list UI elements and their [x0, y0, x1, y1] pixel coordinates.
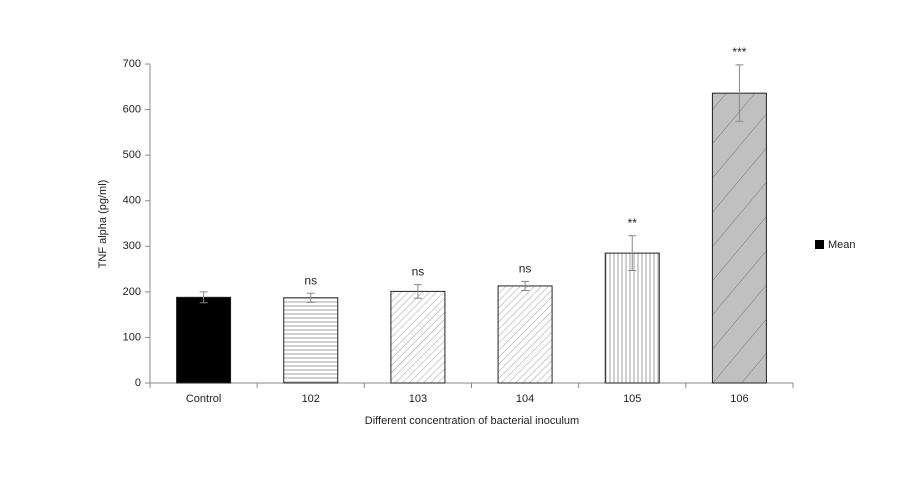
error-bar	[521, 280, 530, 291]
bar	[283, 297, 339, 384]
x-tick-label: Control	[186, 393, 221, 405]
x-tick-label: 103	[409, 393, 427, 405]
legend-label: Mean	[828, 239, 856, 251]
y-tick-label: 400	[123, 195, 141, 207]
x-tick-label: 106	[730, 393, 748, 405]
error-bar	[306, 292, 315, 303]
error-bar	[199, 291, 208, 304]
bar	[390, 290, 446, 384]
y-tick-label: 700	[123, 58, 141, 70]
x-tick-label: 102	[302, 393, 320, 405]
bar	[497, 285, 553, 384]
x-tick-label: 104	[516, 393, 534, 405]
error-bar	[413, 284, 422, 299]
y-tick-label: 100	[123, 331, 141, 343]
significance-label: **	[628, 216, 638, 230]
legend-swatch	[815, 240, 824, 249]
y-axis-label: TNF alpha (pg/ml)	[97, 180, 109, 269]
bar	[604, 252, 660, 384]
error-bar	[628, 235, 637, 271]
error-bar	[735, 64, 744, 122]
significance-label: ns	[519, 262, 532, 276]
y-tick-label: 500	[123, 149, 141, 161]
x-axis-label: Different concentration of bacterial ino…	[365, 415, 579, 427]
significance-label: ns	[304, 273, 317, 287]
significance-label: ***	[732, 45, 746, 59]
bar	[711, 92, 767, 384]
significance-label: ns	[412, 265, 425, 279]
y-tick-label: 300	[123, 240, 141, 252]
bar	[176, 296, 232, 384]
x-tick-label: 105	[623, 393, 641, 405]
y-tick-label: 0	[135, 377, 141, 389]
y-tick-label: 600	[123, 103, 141, 115]
y-tick-label: 200	[123, 286, 141, 298]
